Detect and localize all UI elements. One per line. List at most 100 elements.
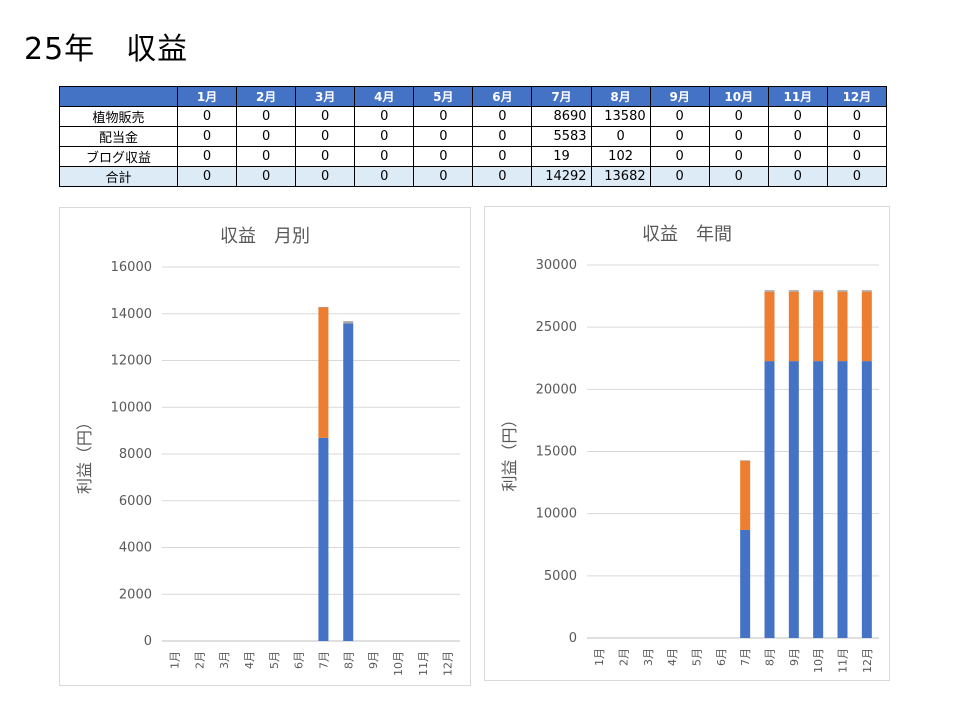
y-tick-label: 0 bbox=[569, 631, 577, 646]
table-cell: 0 bbox=[826, 106, 888, 127]
x-tick-label: 8月 bbox=[342, 651, 355, 669]
table-cell: 0 bbox=[176, 166, 238, 187]
bar-segment bbox=[861, 290, 872, 292]
table-cell: 19 bbox=[531, 146, 592, 167]
bar-segment bbox=[740, 460, 751, 461]
table-cell: 0 bbox=[295, 106, 356, 127]
row-label: ブログ収益 bbox=[59, 146, 178, 167]
y-axis-label: 利益（円） bbox=[75, 414, 94, 494]
table-cell: 0 bbox=[236, 146, 297, 167]
x-tick-label: 6月 bbox=[293, 651, 306, 669]
x-tick-label: 10月 bbox=[392, 651, 405, 676]
row-label: 合計 bbox=[59, 166, 178, 187]
revenue-table: 1月 2月 3月 4月 5月 6月 7月 8月 9月 10月 11月 12月 植… bbox=[59, 86, 888, 187]
bar-segment bbox=[740, 460, 751, 530]
x-tick-label: 11月 bbox=[837, 648, 850, 673]
x-tick-label: 8月 bbox=[764, 648, 777, 666]
table-row: 配当金 0 0 0 0 0 0 5583 0 0 0 0 0 bbox=[59, 126, 888, 147]
row-label: 植物販売 bbox=[59, 106, 178, 127]
bar-segment bbox=[813, 291, 824, 362]
y-tick-label: 16000 bbox=[111, 260, 152, 275]
table-cell: 0 bbox=[295, 166, 356, 187]
table-cell: 0 bbox=[708, 126, 769, 147]
bar-segment bbox=[764, 361, 775, 638]
table-cell: 0 bbox=[649, 146, 710, 167]
y-tick-label: 6000 bbox=[119, 494, 152, 509]
x-tick-label: 12月 bbox=[442, 651, 455, 676]
month-header: 2月 bbox=[236, 86, 297, 107]
y-tick-label: 20000 bbox=[536, 382, 577, 397]
table-cell: 0 bbox=[708, 166, 769, 187]
table-cell: 13682 bbox=[590, 166, 651, 187]
chart-title: 収益 月別 bbox=[220, 226, 310, 247]
monthly-chart-panel: 収益 月別 利益（円） 0 2000 4000 6000 8000 10000 12000 140… bbox=[59, 207, 471, 686]
table-cell: 0 bbox=[767, 126, 828, 147]
table-cell: 0 bbox=[649, 106, 710, 127]
table-cell: 0 bbox=[413, 126, 474, 147]
table-cell: 13580 bbox=[590, 106, 651, 127]
table-cell: 0 bbox=[472, 106, 533, 127]
table-cell: 102 bbox=[590, 146, 651, 167]
month-header: 9月 bbox=[649, 86, 710, 107]
x-tick-label: 9月 bbox=[367, 651, 380, 669]
month-header: 12月 bbox=[826, 86, 888, 107]
bar-segment bbox=[343, 321, 354, 324]
y-tick-label: 15000 bbox=[536, 445, 577, 460]
x-tick-label: 5月 bbox=[268, 651, 281, 669]
bar-segment bbox=[764, 290, 775, 292]
table-cell: 0 bbox=[708, 146, 769, 167]
x-tick-label: 7月 bbox=[739, 648, 752, 666]
bar-segment bbox=[837, 290, 848, 292]
y-tick-label: 5000 bbox=[544, 569, 577, 584]
annual-chart-panel: 収益 年間 利益（円） 0 5000 10000 15000 20000 25000 30000… bbox=[484, 206, 890, 681]
bar-segment bbox=[861, 291, 872, 362]
table-cell: 0 bbox=[472, 166, 533, 187]
x-tick-label: 1月 bbox=[593, 648, 606, 666]
table-cell: 0 bbox=[767, 146, 828, 167]
bar-segment bbox=[788, 361, 799, 638]
table-cell: 0 bbox=[767, 166, 828, 187]
bar-segment bbox=[318, 307, 329, 438]
month-header: 4月 bbox=[354, 86, 415, 107]
table-cell: 0 bbox=[413, 106, 474, 127]
y-tick-label: 14000 bbox=[111, 307, 152, 322]
table-cell: 0 bbox=[767, 106, 828, 127]
bar-segment bbox=[764, 291, 775, 362]
table-cell: 0 bbox=[649, 126, 710, 147]
table-row: 植物販売 0 0 0 0 0 0 8690 13580 0 0 0 0 bbox=[59, 106, 888, 127]
x-tick-label: 9月 bbox=[788, 648, 801, 666]
table-cell: 0 bbox=[413, 166, 474, 187]
table-cell: 0 bbox=[236, 126, 297, 147]
table-cell: 0 bbox=[354, 106, 415, 127]
chart-title: 収益 年間 bbox=[642, 224, 732, 245]
x-tick-label: 3月 bbox=[218, 651, 231, 669]
table-cell: 0 bbox=[472, 126, 533, 147]
table-cell: 0 bbox=[176, 146, 238, 167]
table-cell: 8690 bbox=[531, 106, 592, 127]
table-cell: 0 bbox=[826, 146, 888, 167]
x-tick-label: 12月 bbox=[861, 648, 874, 673]
bar-segment bbox=[837, 361, 848, 638]
month-header: 8月 bbox=[590, 86, 651, 107]
table-row: 合計 0 0 0 0 0 0 14292 13682 0 0 0 0 bbox=[59, 166, 888, 187]
y-tick-label: 30000 bbox=[536, 258, 577, 273]
x-tick-label: 6月 bbox=[715, 648, 728, 666]
x-tick-label: 4月 bbox=[666, 648, 679, 666]
x-tick-label: 7月 bbox=[317, 651, 330, 669]
bar-segment bbox=[740, 529, 751, 638]
x-tick-label: 5月 bbox=[691, 648, 704, 666]
table-header-blank bbox=[59, 86, 178, 107]
month-header: 1月 bbox=[176, 86, 238, 107]
table-cell: 0 bbox=[649, 166, 710, 187]
table-cell: 0 bbox=[354, 146, 415, 167]
bar-segment bbox=[318, 437, 329, 641]
table-cell: 14292 bbox=[531, 166, 592, 187]
x-tick-label: 11月 bbox=[417, 651, 430, 676]
table-cell: 0 bbox=[176, 126, 238, 147]
table-cell: 0 bbox=[176, 106, 238, 127]
table-cell: 0 bbox=[236, 106, 297, 127]
table-cell: 5583 bbox=[531, 126, 592, 147]
table-cell: 0 bbox=[590, 126, 651, 147]
bar-segment bbox=[788, 290, 799, 292]
